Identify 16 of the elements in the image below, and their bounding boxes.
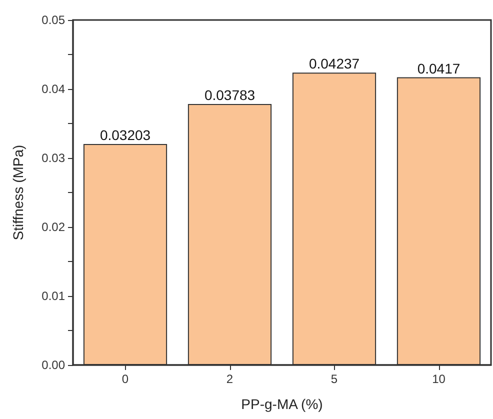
- x-tick-label: 5: [330, 372, 338, 386]
- x-tick-label: 0: [122, 372, 129, 386]
- data-label: 0.03783: [204, 86, 256, 103]
- data-label: 0.03203: [100, 126, 151, 143]
- x-tick-label: 10: [432, 372, 446, 386]
- y-tick-label: 0.00: [42, 358, 66, 372]
- y-tick-label: 0.03: [42, 151, 66, 165]
- y-tick-label: 0.04: [42, 82, 66, 96]
- x-axis-title: PP-g-MA (%): [241, 396, 323, 412]
- data-label: 0.0417: [417, 60, 460, 76]
- y-axis-title: Stiffness (MPa): [10, 144, 26, 240]
- y-tick-label: 0.02: [42, 220, 66, 234]
- data-label: 0.04237: [308, 56, 360, 72]
- x-tick-label: 2: [226, 372, 234, 386]
- y-tick-label: 0.01: [42, 289, 66, 303]
- y-tick-label: 0.05: [42, 13, 66, 27]
